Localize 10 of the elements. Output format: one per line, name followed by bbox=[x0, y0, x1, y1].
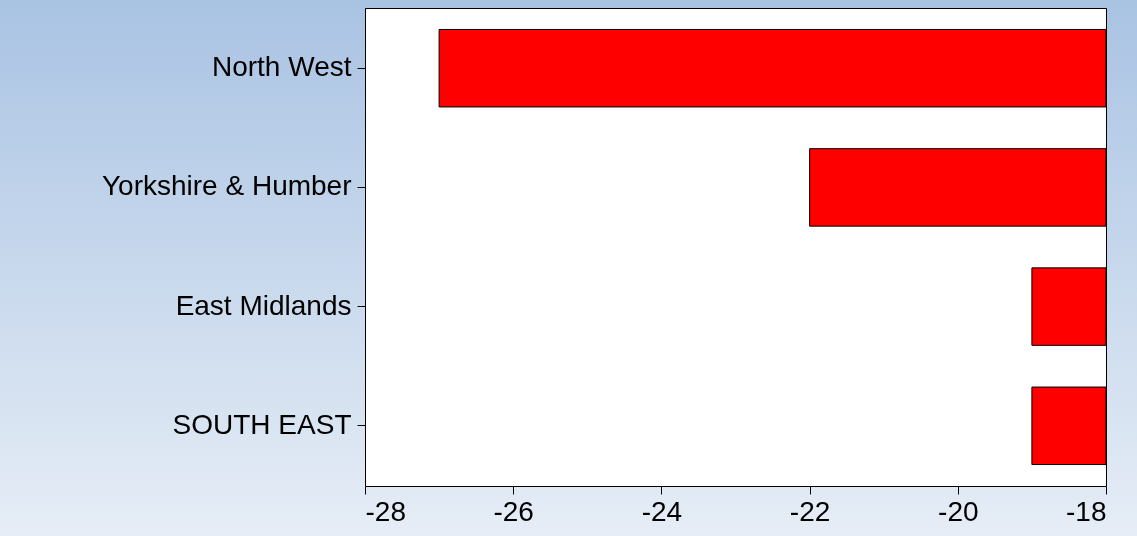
y-tick-label: East Midlands bbox=[175, 289, 352, 321]
y-tick-label: Yorkshire & Humber bbox=[101, 170, 352, 202]
y-tick-label: North West bbox=[211, 51, 352, 83]
x-tick-label: -18 bbox=[1066, 495, 1107, 527]
x-tick-label: -20 bbox=[938, 495, 979, 527]
x-tick-label: -28 bbox=[365, 495, 406, 527]
x-tick-label: -22 bbox=[789, 495, 831, 527]
x-tick-label: -24 bbox=[641, 495, 683, 527]
x-tick-label: -26 bbox=[493, 495, 534, 527]
y-tick-label: SOUTH EAST bbox=[172, 408, 352, 440]
